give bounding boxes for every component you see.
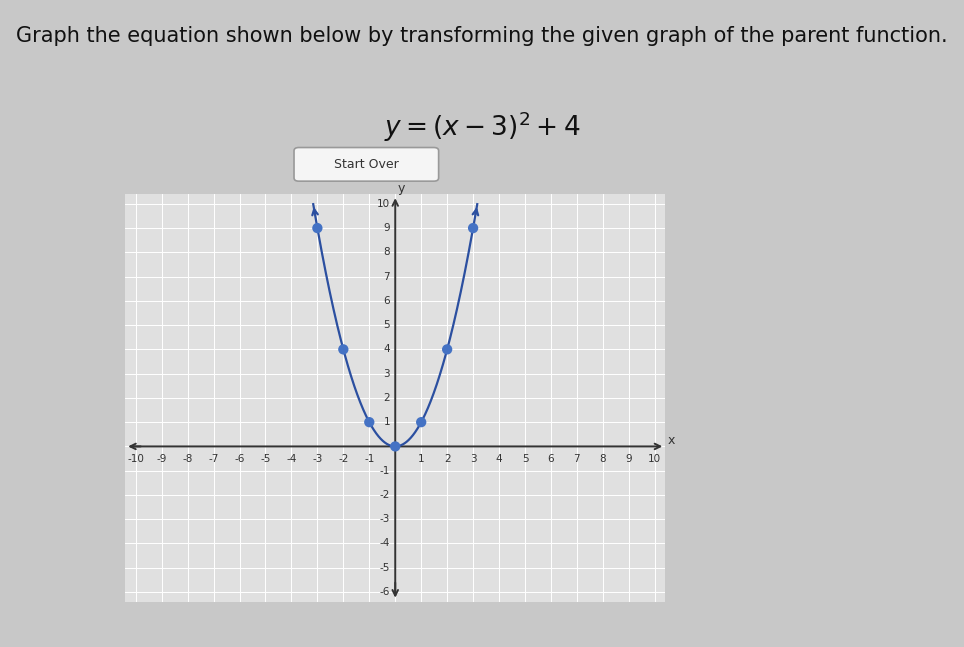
Text: -2: -2 (380, 490, 390, 500)
Text: -6: -6 (380, 587, 390, 597)
Text: 5: 5 (522, 454, 528, 464)
Text: 1: 1 (384, 417, 390, 427)
Text: -3: -3 (312, 454, 323, 464)
Text: 4: 4 (495, 454, 502, 464)
Text: -6: -6 (234, 454, 245, 464)
Text: 2: 2 (384, 393, 390, 403)
Point (335, 344, 351, 355)
Text: 6: 6 (548, 454, 554, 464)
Text: 6: 6 (384, 296, 390, 306)
Text: 10: 10 (648, 454, 661, 464)
Text: -4: -4 (286, 454, 297, 464)
Text: -5: -5 (260, 454, 271, 464)
Text: -9: -9 (156, 454, 167, 464)
Text: -8: -8 (182, 454, 193, 464)
Text: 9: 9 (626, 454, 632, 464)
Text: Graph the equation shown below by transforming the given graph of the parent fun: Graph the equation shown below by transf… (16, 26, 948, 46)
Text: 10: 10 (377, 199, 390, 209)
Text: -4: -4 (380, 538, 390, 549)
Text: 4: 4 (384, 344, 390, 355)
Text: 1: 1 (417, 454, 424, 464)
FancyBboxPatch shape (294, 148, 439, 181)
Text: 2: 2 (443, 454, 450, 464)
Text: 3: 3 (384, 369, 390, 378)
Text: 8: 8 (384, 247, 390, 258)
Point (388, 441, 403, 452)
Text: 9: 9 (384, 223, 390, 233)
Point (440, 344, 455, 355)
Text: Start Over: Start Over (334, 158, 399, 171)
Point (466, 223, 481, 234)
Point (309, 223, 325, 234)
Text: -3: -3 (380, 514, 390, 524)
Text: $y = (x - 3)^2 + 4$: $y = (x - 3)^2 + 4$ (384, 110, 580, 144)
Text: y: y (397, 182, 405, 195)
Text: -2: -2 (338, 454, 349, 464)
Text: 5: 5 (384, 320, 390, 330)
Text: 3: 3 (469, 454, 476, 464)
Text: -10: -10 (127, 454, 145, 464)
Point (362, 417, 377, 428)
Text: x: x (668, 434, 675, 447)
Text: 8: 8 (600, 454, 606, 464)
Point (414, 417, 429, 428)
Text: 7: 7 (384, 272, 390, 281)
Text: -7: -7 (208, 454, 219, 464)
Text: -1: -1 (380, 466, 390, 476)
Text: 7: 7 (574, 454, 580, 464)
Text: -1: -1 (364, 454, 374, 464)
Text: -5: -5 (380, 563, 390, 573)
